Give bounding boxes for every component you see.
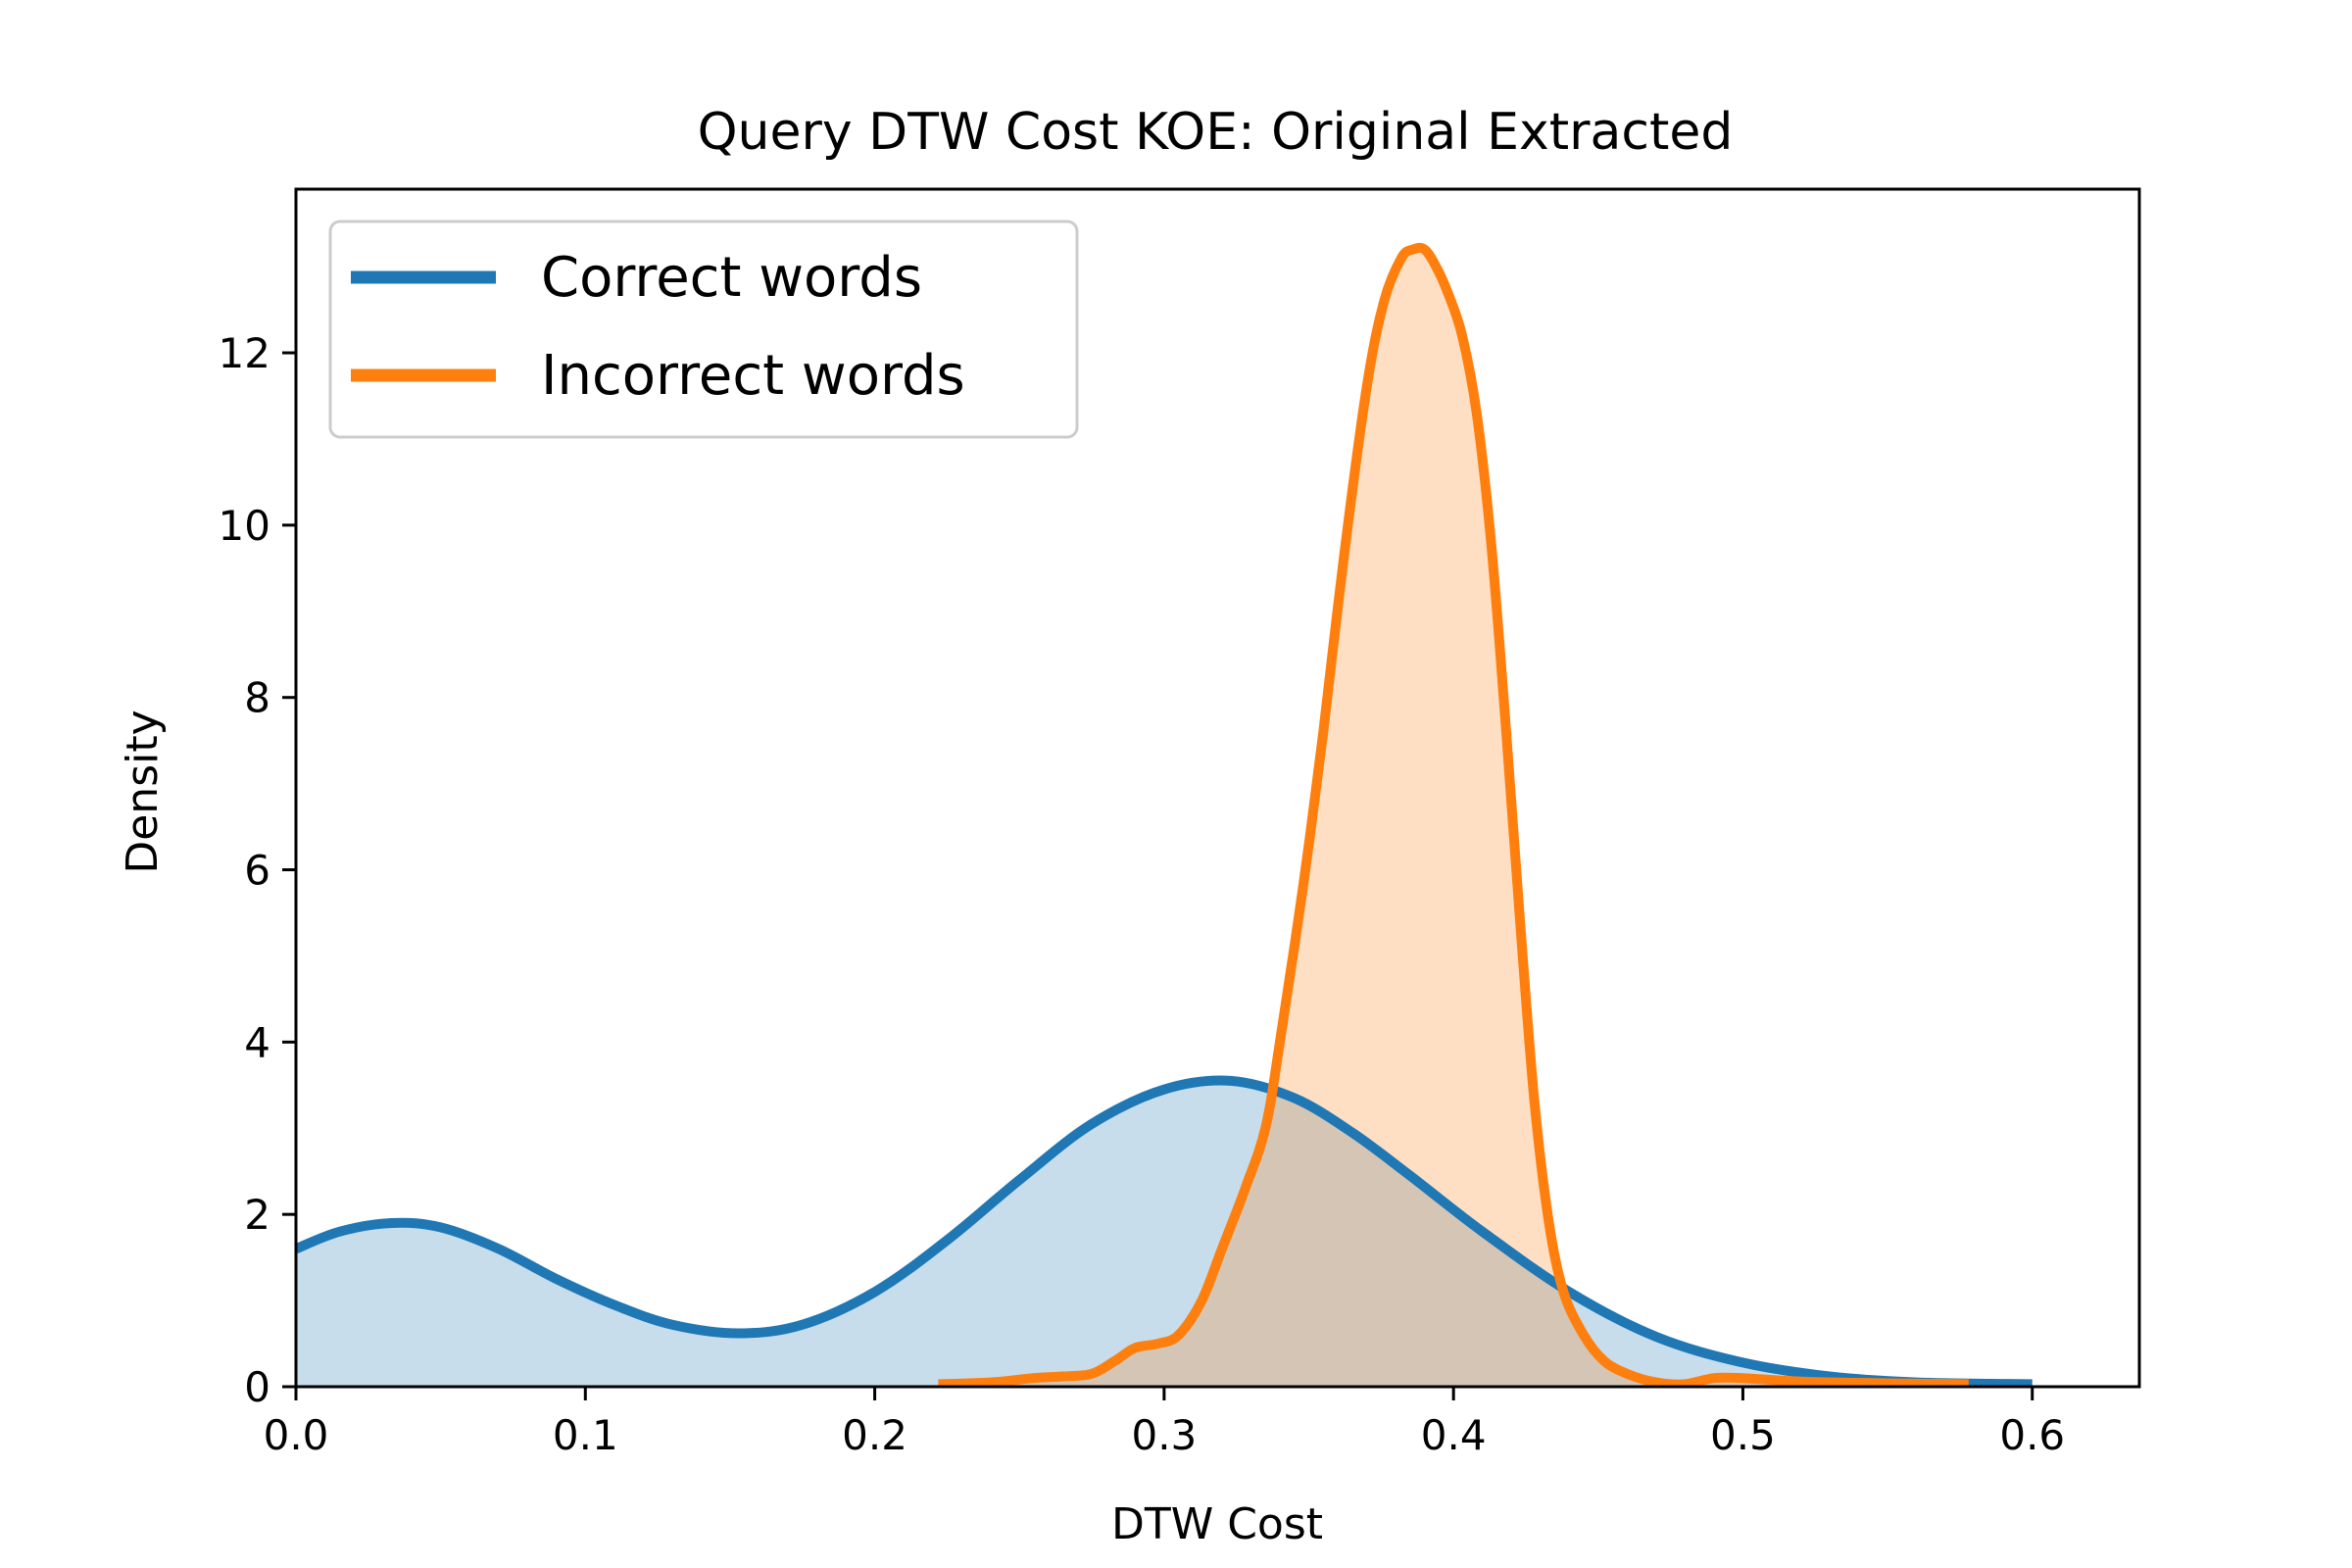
density-line-incorrect-words <box>938 242 1969 1387</box>
y-tick-label: 0 <box>244 1363 270 1411</box>
y-tick-label: 4 <box>244 1018 270 1066</box>
x-axis-ticks: 0.0 0.1 0.2 0.3 0.4 0.5 0.6 <box>264 1387 2065 1459</box>
x-tick-label: 0.3 <box>1131 1411 1197 1459</box>
legend-label-correct-words: Correct words <box>541 246 922 310</box>
density-fill-incorrect-words <box>938 247 1969 1387</box>
y-tick-label: 12 <box>219 329 270 377</box>
chart-title: Query DTW Cost KOE: Original Extracted <box>698 103 1734 162</box>
density-line-correct-words <box>294 1075 2033 1387</box>
legend-box <box>328 220 1079 439</box>
x-tick-label: 0.1 <box>553 1411 618 1459</box>
y-axis-label: Density <box>118 710 168 873</box>
y-tick-label: 8 <box>244 674 270 722</box>
y-tick-label: 6 <box>244 847 270 895</box>
x-tick-label: 0.5 <box>1710 1411 1776 1459</box>
legend-label-incorrect-words: Incorrect words <box>541 344 965 408</box>
plot-frame <box>294 187 2141 1389</box>
density-lines <box>294 242 2033 1387</box>
x-tick-label: 0.0 <box>264 1411 329 1459</box>
y-axis-ticks: 0 2 4 6 8 10 12 <box>219 329 296 1411</box>
x-tick-label: 0.4 <box>1421 1411 1487 1459</box>
x-axis-label: DTW Cost <box>1111 1499 1323 1549</box>
x-tick-label: 0.2 <box>842 1411 907 1459</box>
y-tick-label: 10 <box>219 502 270 550</box>
y-tick-label: 2 <box>244 1191 270 1239</box>
legend: Correct words Incorrect words <box>328 220 1079 439</box>
x-tick-label: 0.6 <box>1999 1411 2065 1459</box>
